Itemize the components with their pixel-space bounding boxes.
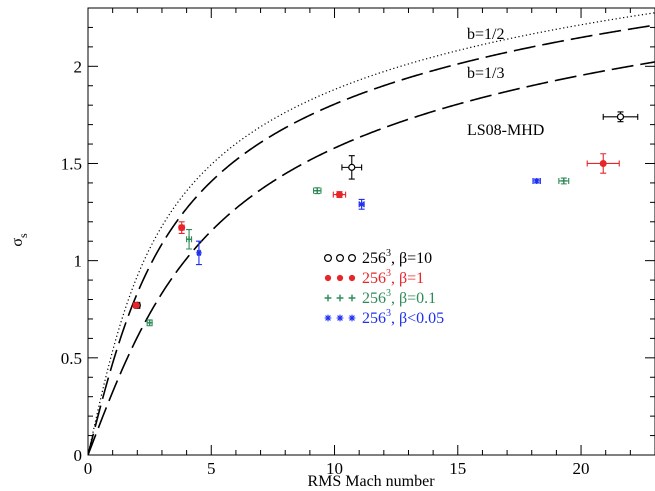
data-point <box>313 187 322 195</box>
series-1 <box>132 153 620 309</box>
legend-marker <box>336 314 344 322</box>
data-point <box>358 198 365 210</box>
data-point <box>602 111 639 123</box>
point-marker <box>560 177 567 184</box>
point-marker <box>186 236 193 243</box>
point-marker <box>146 319 153 326</box>
legend-marker <box>348 314 356 322</box>
legend-marker <box>324 294 332 302</box>
y-tick-label: 1 <box>74 252 83 271</box>
point-marker <box>335 191 343 199</box>
legend-entry: 2563, β=0.1 <box>324 288 436 307</box>
curve-label-ls08: LS08-MHD <box>467 122 544 139</box>
legend-marker <box>348 294 356 302</box>
model-curves <box>88 12 655 455</box>
legend-label: 2563, β=0.1 <box>362 288 436 307</box>
x-tick-label: 0 <box>84 459 93 478</box>
point-marker <box>616 113 625 121</box>
legend-marker <box>336 254 345 263</box>
y-tick-label: 2 <box>74 57 83 76</box>
legend-marker <box>348 254 357 263</box>
y-axis-label-sub: s <box>16 233 30 238</box>
y-tick-label: 0.5 <box>61 349 82 368</box>
legend-marker <box>324 274 332 282</box>
data-point <box>195 240 202 266</box>
legend-marker <box>336 274 344 282</box>
plot-frame <box>87 7 655 456</box>
y-axis-label: σs <box>9 233 30 247</box>
data-point <box>341 155 363 180</box>
legend-marker <box>324 314 332 322</box>
axes <box>87 7 655 456</box>
legend-entry: 2563, β=10 <box>324 248 432 267</box>
y-tick-label: 1.5 <box>61 154 82 173</box>
series-2 <box>146 177 570 327</box>
y-tick-label: 0 <box>74 446 83 465</box>
point-marker <box>358 201 365 208</box>
point-marker <box>599 159 607 167</box>
point-marker <box>195 249 202 256</box>
series-3 <box>195 177 541 266</box>
point-marker <box>533 177 540 184</box>
x-tick-label: 5 <box>207 459 216 478</box>
x-tick-label: 20 <box>573 459 590 478</box>
point-marker <box>132 301 140 309</box>
curve-label-b-third: b=1/3 <box>467 65 504 82</box>
x-tick-label: 10 <box>326 459 343 478</box>
curve-labels: b=1/2 b=1/3 LS08-MHD <box>467 26 544 139</box>
point-marker <box>314 187 321 194</box>
data-point <box>146 319 153 327</box>
point-marker <box>348 163 356 171</box>
model-curve-1 <box>88 61 655 455</box>
legend-marker <box>324 254 333 263</box>
legend-label: 2563, β=10 <box>362 248 432 267</box>
legend-marker <box>336 294 344 302</box>
data-point <box>332 191 347 199</box>
data-point <box>178 221 186 234</box>
data-point <box>532 177 541 184</box>
legend-entry: 2563, β<0.05 <box>324 308 444 327</box>
legend-marker <box>348 274 356 282</box>
point-marker <box>178 224 186 232</box>
data-point <box>186 229 193 250</box>
model-curve-2 <box>88 12 655 455</box>
data-point <box>558 177 570 185</box>
legend-entry: 2563, β=1 <box>324 268 424 287</box>
data-point <box>586 153 620 174</box>
legend-label: 2563, β=1 <box>362 268 424 287</box>
x-tick-label: 15 <box>449 459 466 478</box>
legend-label: 2563, β<0.05 <box>362 308 444 327</box>
data-point <box>132 301 140 309</box>
ticks: 0 5 10 15 20 0 0.5 1 1.5 2 <box>61 7 655 478</box>
y-axis-label-main: σ <box>9 238 26 247</box>
model-curve-0 <box>88 24 655 455</box>
x-axis-label: RMS Mach number <box>307 473 435 490</box>
curve-label-b-half: b=1/2 <box>467 26 504 43</box>
data-points <box>132 111 639 327</box>
